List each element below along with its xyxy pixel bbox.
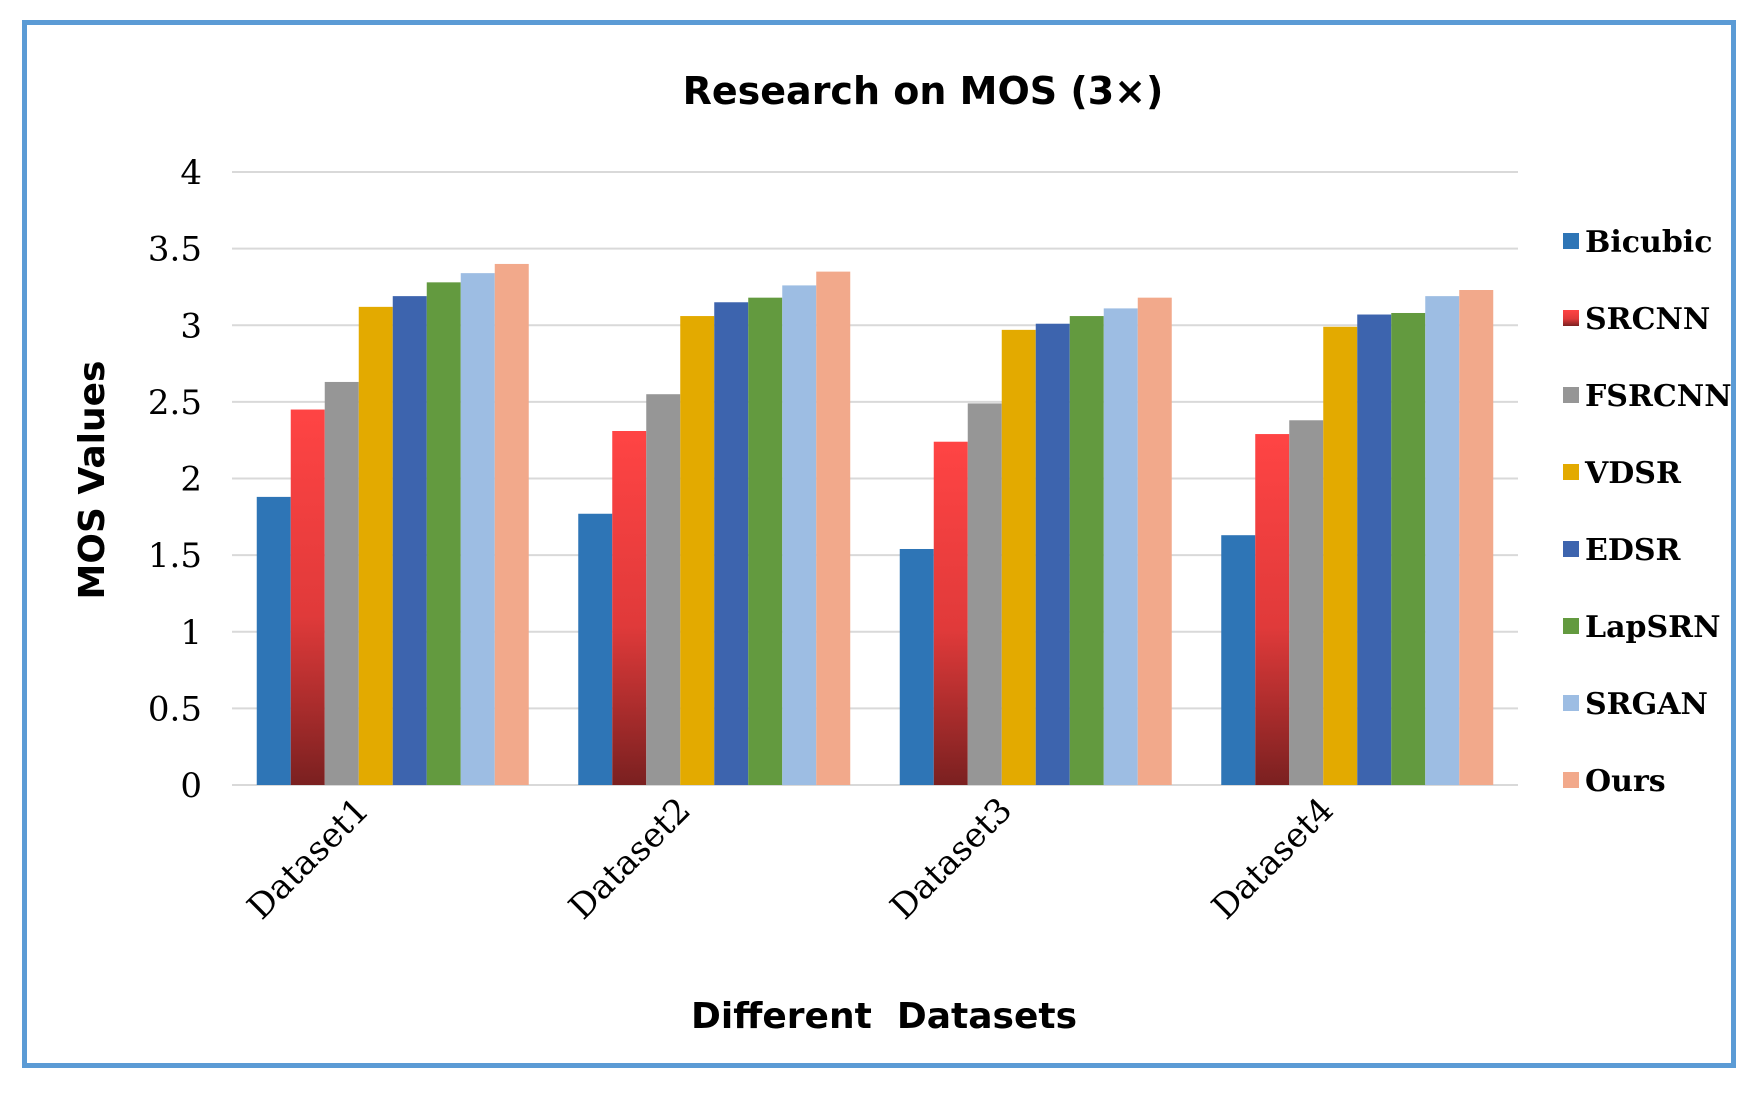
bar-vdsr-dataset3 xyxy=(1001,329,1036,785)
bar-lapsrn-dataset4 xyxy=(1391,312,1426,785)
legend-label-srcnn: SRCNN xyxy=(1585,302,1710,337)
bar-srcnn-dataset3 xyxy=(933,441,968,785)
legend-label-srgan: SRGAN xyxy=(1585,687,1708,722)
legend-swatch-bicubic xyxy=(1563,233,1579,249)
bar-srgan-dataset2 xyxy=(782,285,817,785)
x-axis-label: Different Datasets xyxy=(691,996,1077,1037)
bar-edsr-dataset4 xyxy=(1357,314,1392,785)
y-tick-label: 1 xyxy=(180,613,202,653)
bar-vdsr-dataset1 xyxy=(358,306,393,785)
legend-label-fsrcnn: FSRCNN xyxy=(1585,379,1732,414)
legend-label-edsr: EDSR xyxy=(1585,533,1682,568)
bar-srcnn-dataset4 xyxy=(1255,434,1290,785)
bar-fsrcnn-dataset4 xyxy=(1289,420,1324,785)
bars xyxy=(256,263,1494,785)
bar-ours-dataset1 xyxy=(494,263,529,785)
bar-edsr-dataset2 xyxy=(714,302,749,785)
bar-srcnn-dataset2 xyxy=(612,430,647,785)
legend-swatch-vdsr xyxy=(1563,464,1579,480)
bar-bicubic-dataset1 xyxy=(256,496,291,785)
legend-swatch-srgan xyxy=(1563,695,1579,711)
y-tick-label: 0.5 xyxy=(148,689,202,729)
bar-bicubic-dataset4 xyxy=(1221,535,1256,785)
bar-vdsr-dataset4 xyxy=(1323,326,1358,785)
y-tick-label: 3 xyxy=(180,306,202,346)
bar-lapsrn-dataset2 xyxy=(748,297,783,785)
y-tick-label: 4 xyxy=(180,153,202,193)
y-tick-label: 0 xyxy=(180,766,202,806)
legend-swatch-ours xyxy=(1563,772,1579,788)
x-tick-label: Dataset1 xyxy=(240,790,377,927)
legend-swatch-edsr xyxy=(1563,541,1579,557)
y-axis-label: MOS Values xyxy=(72,361,113,600)
y-tick-labels: 0 0.5 1 1.5 2 2.5 3 3.5 4 xyxy=(148,153,202,806)
bar-srgan-dataset4 xyxy=(1425,296,1460,785)
legend-label-ours: Ours xyxy=(1585,764,1666,799)
y-tick-label: 2.5 xyxy=(148,383,202,423)
bar-ours-dataset2 xyxy=(816,271,851,785)
bar-bicubic-dataset3 xyxy=(899,548,934,785)
x-tick-labels: Dataset1 Dataset2 Dataset3 Dataset4 xyxy=(240,790,1342,927)
x-tick-label: Dataset4 xyxy=(1204,790,1341,927)
y-tick-label: 3.5 xyxy=(148,230,202,270)
bar-ours-dataset3 xyxy=(1137,297,1172,785)
x-tick-label: Dataset2 xyxy=(561,790,698,927)
legend-swatch-lapsrn xyxy=(1563,618,1579,634)
bar-fsrcnn-dataset1 xyxy=(324,381,359,785)
bar-edsr-dataset3 xyxy=(1035,323,1070,785)
bar-srcnn-dataset1 xyxy=(290,409,325,785)
bar-ours-dataset4 xyxy=(1459,290,1494,785)
y-tick-label: 2 xyxy=(180,460,202,500)
bar-edsr-dataset1 xyxy=(392,296,427,785)
legend: Bicubic SRCNN FSRCNN VDSR EDSR LapSRN SRGAN Our… xyxy=(1563,225,1732,799)
bar-fsrcnn-dataset3 xyxy=(967,403,1002,785)
bar-lapsrn-dataset1 xyxy=(426,282,461,785)
legend-swatch-srcnn xyxy=(1563,310,1579,326)
bar-fsrcnn-dataset2 xyxy=(646,394,681,785)
legend-label-vdsr: VDSR xyxy=(1584,456,1682,491)
bar-vdsr-dataset2 xyxy=(680,316,715,785)
bar-srgan-dataset1 xyxy=(460,273,495,785)
legend-label-lapsrn: LapSRN xyxy=(1585,610,1721,645)
x-tick-label: Dataset3 xyxy=(883,790,1020,927)
y-tick-label: 1.5 xyxy=(148,536,202,576)
chart-title: Research on MOS (3×) xyxy=(683,69,1164,113)
bar-srgan-dataset3 xyxy=(1103,308,1138,785)
legend-swatch-fsrcnn xyxy=(1563,387,1579,403)
bar-bicubic-dataset2 xyxy=(578,513,613,785)
legend-label-bicubic: Bicubic xyxy=(1585,225,1712,260)
bar-lapsrn-dataset3 xyxy=(1069,316,1104,785)
